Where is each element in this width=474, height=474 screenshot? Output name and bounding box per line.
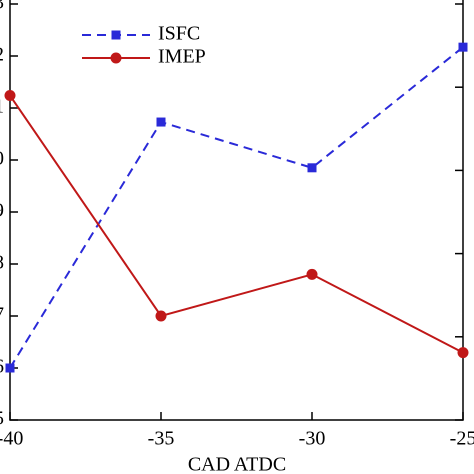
point (307, 163, 317, 173)
series-line (9, 94, 464, 354)
point (156, 117, 166, 127)
y-tick-label: 11 (0, 96, 4, 118)
legend-label: ISFC (158, 23, 200, 45)
point (458, 42, 468, 52)
y-tick-label: 13 (0, 0, 4, 14)
point (457, 347, 469, 359)
plot-frame (9, 0, 464, 421)
point (155, 310, 167, 322)
x-tick-label: -40 (0, 428, 23, 450)
y-tick-label: 9 (0, 200, 4, 222)
x-tick-label: -25 (450, 428, 474, 450)
y-tick-label: 12 (0, 44, 4, 66)
point (306, 268, 318, 280)
point (111, 30, 121, 40)
series-line (9, 46, 464, 369)
x-tick-label: -35 (148, 428, 175, 450)
legend-label: IMEP (158, 46, 206, 68)
y-tick-label: 8 (0, 252, 4, 274)
x-tick-label: -30 (299, 428, 326, 450)
y-tick-label: 5 (0, 408, 4, 430)
y-tick-label: 7 (0, 304, 4, 326)
x-axis-label: CAD ATDC (188, 454, 286, 474)
point (5, 363, 15, 373)
point (4, 90, 16, 102)
y-tick-label: 10 (0, 148, 4, 170)
y-tick-label: 6 (0, 356, 4, 378)
point (110, 52, 122, 64)
